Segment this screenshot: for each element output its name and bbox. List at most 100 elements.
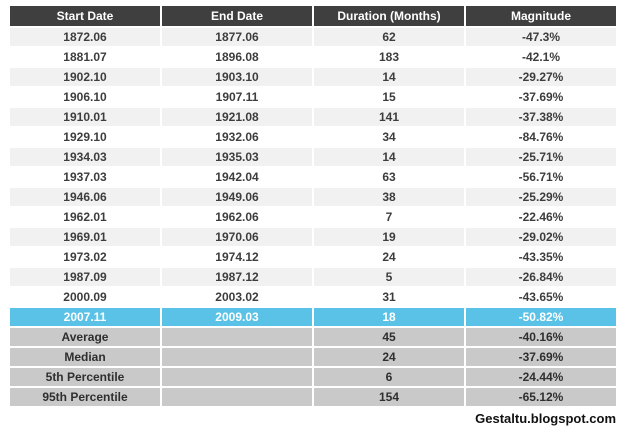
- table-row: 1881.07 1896.08 183 -42.1%: [10, 48, 616, 66]
- table-cell: 1949.06: [162, 188, 312, 206]
- table-cell: -29.02%: [466, 228, 616, 246]
- table-cell: 1974.12: [162, 248, 312, 266]
- column-header-magnitude: Magnitude: [466, 6, 616, 26]
- table-cell: 1970.06: [162, 228, 312, 246]
- table-row-summary: Average 45 -40.16%: [10, 328, 616, 346]
- table-cell: 34: [314, 128, 464, 146]
- table-cell: 5: [314, 268, 464, 286]
- table-cell: 63: [314, 168, 464, 186]
- table-cell: 38: [314, 188, 464, 206]
- table-row: 1902.10 1903.10 14 -29.27%: [10, 68, 616, 86]
- table-cell: 183: [314, 48, 464, 66]
- table-cell: -56.71%: [466, 168, 616, 186]
- table-row: 1946.06 1949.06 38 -25.29%: [10, 188, 616, 206]
- table-row-summary: Median 24 -37.69%: [10, 348, 616, 366]
- table-cell: [162, 328, 312, 346]
- table-cell: 1969.01: [10, 228, 160, 246]
- table-cell: -47.3%: [466, 28, 616, 46]
- table-cell: 24: [314, 348, 464, 366]
- table-cell: 1907.11: [162, 88, 312, 106]
- table-cell: 1962.06: [162, 208, 312, 226]
- table-cell: 1910.01: [10, 108, 160, 126]
- table-cell: [162, 388, 312, 406]
- table-cell: -43.65%: [466, 288, 616, 306]
- table-row-highlighted: 2007.11 2009.03 18 -50.82%: [10, 308, 616, 326]
- table-cell: 1946.06: [10, 188, 160, 206]
- table-cell: -37.38%: [466, 108, 616, 126]
- table-cell: 1932.06: [162, 128, 312, 146]
- table-row-summary: 95th Percentile 154 -65.12%: [10, 388, 616, 406]
- table-cell: 7: [314, 208, 464, 226]
- table-cell: -65.12%: [466, 388, 616, 406]
- column-header-end-date: End Date: [162, 6, 312, 26]
- table-row-summary: 5th Percentile 6 -24.44%: [10, 368, 616, 386]
- table-cell: 1921.08: [162, 108, 312, 126]
- table-cell: 1906.10: [10, 88, 160, 106]
- table-cell: 1903.10: [162, 68, 312, 86]
- table-cell: 1872.06: [10, 28, 160, 46]
- table-cell: -50.82%: [466, 308, 616, 326]
- table-cell: [162, 368, 312, 386]
- table-cell: 14: [314, 148, 464, 166]
- table-cell: 1987.09: [10, 268, 160, 286]
- table-row: 2000.09 2003.02 31 -43.65%: [10, 288, 616, 306]
- table-row: 1987.09 1987.12 5 -26.84%: [10, 268, 616, 286]
- table-cell: 1877.06: [162, 28, 312, 46]
- table-cell: 1987.12: [162, 268, 312, 286]
- table-cell: 1896.08: [162, 48, 312, 66]
- table-cell: 1962.01: [10, 208, 160, 226]
- table-header-row: Start Date End Date Duration (Months) Ma…: [10, 6, 616, 26]
- table-cell: 14: [314, 68, 464, 86]
- table-row: 1937.03 1942.04 63 -56.71%: [10, 168, 616, 186]
- table-cell: -43.35%: [466, 248, 616, 266]
- table-cell: 18: [314, 308, 464, 326]
- table-cell: -42.1%: [466, 48, 616, 66]
- table-cell: 2007.11: [10, 308, 160, 326]
- table-cell: 95th Percentile: [10, 388, 160, 406]
- table-cell: 1929.10: [10, 128, 160, 146]
- table-cell: -25.29%: [466, 188, 616, 206]
- table-cell: 6: [314, 368, 464, 386]
- table-cell: -22.46%: [466, 208, 616, 226]
- table-row: 1969.01 1970.06 19 -29.02%: [10, 228, 616, 246]
- table-row: 1872.06 1877.06 62 -47.3%: [10, 28, 616, 46]
- table-cell: -26.84%: [466, 268, 616, 286]
- table-cell: 1937.03: [10, 168, 160, 186]
- table-row: 1906.10 1907.11 15 -37.69%: [10, 88, 616, 106]
- table-cell: 2009.03: [162, 308, 312, 326]
- table-cell: 1902.10: [10, 68, 160, 86]
- table-row: 1934.03 1935.03 14 -25.71%: [10, 148, 616, 166]
- footer-credit: Gestaltu.blogspot.com: [475, 411, 616, 426]
- table-body: 1872.06 1877.06 62 -47.3% 1881.07 1896.08 183-…: [10, 28, 616, 406]
- table-cell: -37.69%: [466, 348, 616, 366]
- table-cell: 19: [314, 228, 464, 246]
- table-cell: 31: [314, 288, 464, 306]
- table-cell: -25.71%: [466, 148, 616, 166]
- drawdown-table: Start Date End Date Duration (Months) Ma…: [8, 4, 618, 408]
- table-row: 1910.01 1921.08 141 -37.38%: [10, 108, 616, 126]
- table-cell: -24.44%: [466, 368, 616, 386]
- table-cell: -40.16%: [466, 328, 616, 346]
- table-cell: 1935.03: [162, 148, 312, 166]
- table-cell: 24: [314, 248, 464, 266]
- table-cell: 141: [314, 108, 464, 126]
- table-cell: 62: [314, 28, 464, 46]
- table-cell: -29.27%: [466, 68, 616, 86]
- table-cell: 2003.02: [162, 288, 312, 306]
- table-cell: [162, 348, 312, 366]
- table-cell: 1942.04: [162, 168, 312, 186]
- table-cell: 154: [314, 388, 464, 406]
- table-cell: 45: [314, 328, 464, 346]
- table-row: 1929.10 1932.06 34 -84.76%: [10, 128, 616, 146]
- table-row: 1962.01 1962.06 7 -22.46%: [10, 208, 616, 226]
- table-cell: 1934.03: [10, 148, 160, 166]
- table-row: 1973.02 1974.12 24 -43.35%: [10, 248, 616, 266]
- table-header: Start Date End Date Duration (Months) Ma…: [10, 6, 616, 26]
- table-cell: Average: [10, 328, 160, 346]
- column-header-duration-months: Duration (Months): [314, 6, 464, 26]
- table-cell: 2000.09: [10, 288, 160, 306]
- table-cell: 5th Percentile: [10, 368, 160, 386]
- table-cell: -37.69%: [466, 88, 616, 106]
- table-cell: -84.76%: [466, 128, 616, 146]
